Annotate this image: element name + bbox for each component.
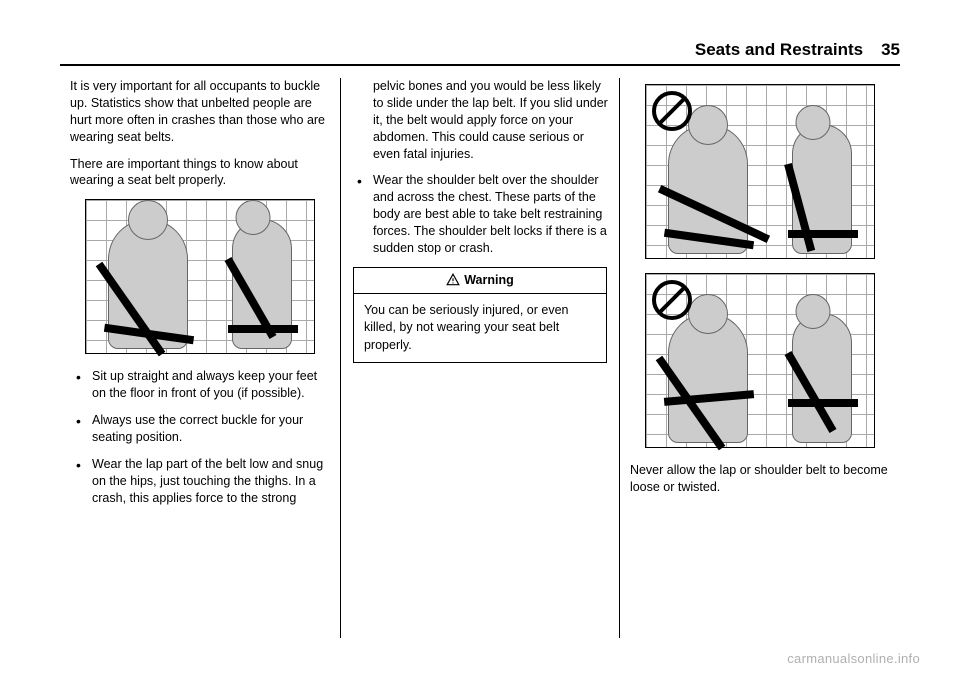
watermark: carmanualsonline.info: [787, 651, 920, 666]
instruction-list-2: Wear the shoulder belt over the shoulder…: [351, 172, 609, 256]
warning-header: Warning: [354, 268, 606, 294]
page-header: Seats and Restraints 35: [60, 40, 900, 66]
side-head: [796, 294, 831, 329]
belt-side-shoulder: [784, 351, 836, 433]
front-torso: [668, 124, 748, 254]
front-torso: [668, 313, 748, 443]
manual-page: Seats and Restraints 35 It is very impor…: [0, 0, 960, 678]
intro-paragraph-2: There are important things to know about…: [70, 156, 330, 190]
figure-correct-belt: [85, 199, 315, 354]
warning-body: You can be seriously injured, or even ki…: [354, 294, 606, 363]
belt-side-lap: [228, 325, 298, 333]
closing-paragraph: Never allow the lap or shoulder belt to …: [630, 462, 890, 496]
figure-silhouettes: [86, 200, 314, 353]
side-torso: [792, 313, 852, 443]
warning-title: Warning: [464, 272, 514, 289]
front-head: [128, 200, 168, 240]
figure-wrong-belt-1: [645, 84, 875, 259]
page-number: 35: [881, 40, 900, 60]
warning-icon: [446, 273, 460, 287]
figure-wrong-belt-2: [645, 273, 875, 448]
front-head: [688, 294, 728, 334]
belt-wrong-side: [784, 163, 815, 252]
list-item: Sit up straight and always keep your fee…: [70, 368, 330, 402]
column-1: It is very important for all occupants t…: [60, 78, 340, 638]
list-item: Wear the lap part of the belt low and sn…: [70, 456, 330, 507]
prohibit-icon: [652, 280, 692, 320]
continuation-paragraph: pelvic bones and you would be less likel…: [351, 78, 609, 162]
content-columns: It is very important for all occupants t…: [60, 78, 900, 638]
instruction-list: Sit up straight and always keep your fee…: [70, 368, 330, 506]
column-2: pelvic bones and you would be less likel…: [340, 78, 620, 638]
belt-shoulder: [96, 262, 166, 357]
list-item: Always use the correct buckle for your s…: [70, 412, 330, 446]
list-item: Wear the shoulder belt over the shoulder…: [351, 172, 609, 256]
column-3: Never allow the lap or shoulder belt to …: [620, 78, 900, 638]
intro-paragraph-1: It is very important for all occupants t…: [70, 78, 330, 146]
side-torso: [792, 124, 852, 254]
side-head: [796, 105, 831, 140]
side-torso: [232, 219, 292, 349]
belt-side-lap: [788, 230, 858, 238]
section-title: Seats and Restraints: [695, 40, 863, 60]
prohibit-icon: [652, 91, 692, 131]
front-torso: [108, 219, 188, 349]
front-head: [688, 105, 728, 145]
warning-callout: Warning You can be seriously injured, or…: [353, 267, 607, 363]
side-head: [236, 200, 271, 235]
belt-lap: [664, 229, 754, 249]
belt-wrong-side-lap: [788, 399, 858, 407]
